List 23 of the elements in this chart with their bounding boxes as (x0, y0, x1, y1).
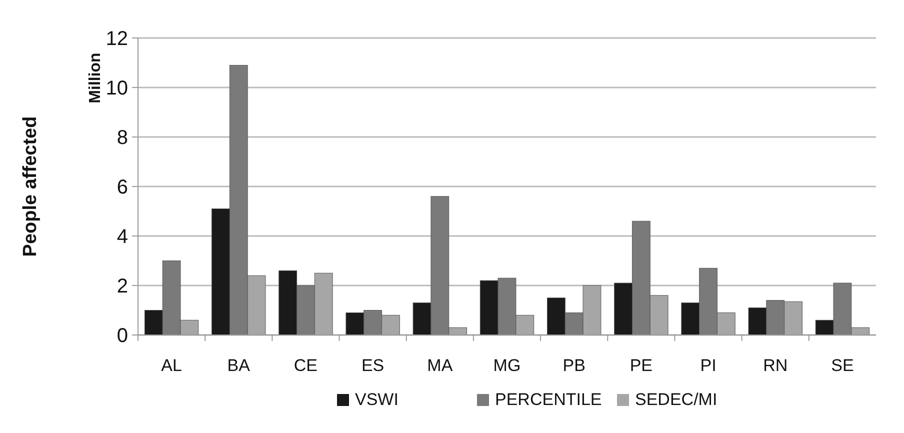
y-tick-label: 12 (106, 28, 128, 50)
x-tick-label: PE (630, 356, 653, 375)
y-tick-label: 0 (116, 325, 128, 347)
x-tick-label: ES (361, 356, 384, 375)
y-axis-title: People affected (20, 116, 41, 257)
x-tick-label: AL (161, 356, 182, 375)
x-tick-label: MA (427, 356, 454, 375)
x-tick-label: MG (493, 356, 521, 375)
text: Million (87, 52, 104, 104)
legend-label: VSWI (355, 390, 398, 409)
x-tick-label: BA (227, 356, 251, 375)
y-tick-label: 2 (116, 276, 128, 298)
y-tick-label: 8 (116, 127, 128, 149)
x-tick-label: PI (700, 356, 716, 375)
x-tick-label: RN (763, 356, 788, 375)
x-tick-label: CE (294, 356, 318, 375)
x-tick-label: PB (562, 356, 586, 375)
y-tick-label: 6 (116, 176, 128, 198)
y-tick-label: 4 (116, 226, 128, 248)
legend-label: SEDEC/MI (635, 390, 718, 409)
x-tick-label: SE (831, 356, 854, 375)
legend-label: PERCENTILE (495, 390, 602, 409)
y-tick-label: 10 (106, 78, 128, 100)
